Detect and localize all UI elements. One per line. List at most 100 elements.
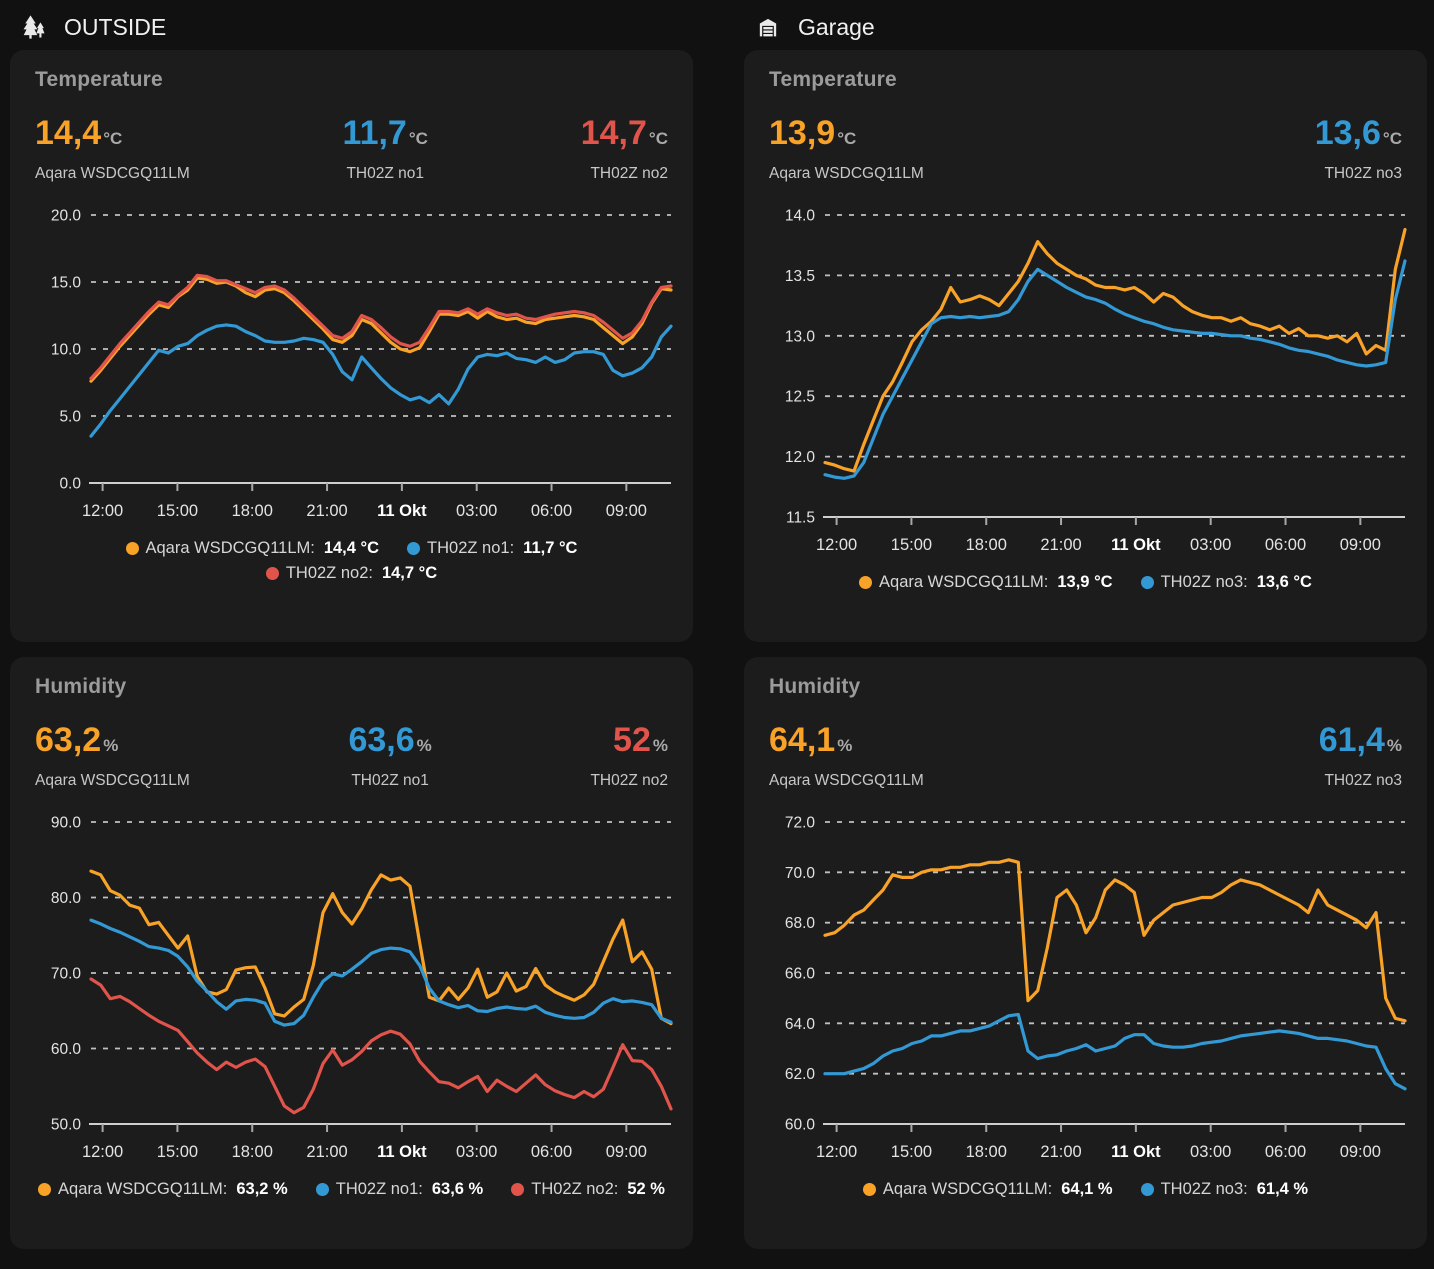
state-unit: %	[652, 736, 668, 755]
legend-marker-dot	[38, 1183, 52, 1196]
legend-item[interactable]: TH02Z no3: 61,4 %	[1140, 1180, 1309, 1199]
legend-label: TH02Z no2:	[531, 1180, 619, 1198]
temperature-card: Temperature 13,9 °C Aqara WSDCGQ11LM 13,6 °C T…	[744, 50, 1427, 642]
card-title: Humidity	[35, 675, 127, 698]
sensor-state: 14,4 °C Aqara WSDCGQ11LM	[35, 116, 190, 183]
svg-text:18:00: 18:00	[232, 1143, 273, 1161]
state-sensor-name: Aqara WSDCGQ11LM	[35, 165, 190, 182]
svg-text:03:00: 03:00	[456, 502, 497, 520]
section-title: Garage	[798, 13, 875, 40]
legend-item[interactable]: TH02Z no2: 14,7 °C	[265, 564, 438, 583]
svg-text:18:00: 18:00	[232, 502, 273, 520]
humidity-card: Humidity 64,1% Aqara WSDCGQ11LM 61,4% TH02Z …	[744, 657, 1427, 1249]
sensor-state: 63,2% Aqara WSDCGQ11LM	[35, 723, 190, 790]
legend-value: 63,6 %	[431, 1180, 484, 1198]
svg-text:12:00: 12:00	[816, 536, 857, 554]
legend-label: Aqara WSDCGQ11LM:	[882, 1180, 1053, 1198]
sensor-state: 64,1% Aqara WSDCGQ11LM	[769, 723, 924, 790]
svg-text:12:00: 12:00	[82, 1143, 123, 1161]
card-title: Humidity	[769, 675, 861, 698]
state-value: 52	[613, 721, 651, 759]
state-unit: °C	[408, 129, 428, 148]
legend-label: TH02Z no3:	[1160, 573, 1248, 591]
state-value: 11,7	[342, 114, 407, 152]
svg-text:21:00: 21:00	[1040, 1143, 1081, 1161]
svg-text:06:00: 06:00	[1265, 536, 1306, 554]
legend-label: Aqara WSDCGQ11LM:	[58, 1180, 228, 1198]
svg-text:50.0: 50.0	[51, 1117, 82, 1134]
svg-text:03:00: 03:00	[1190, 536, 1231, 554]
svg-text:60.0: 60.0	[51, 1041, 82, 1058]
legend-marker-dot	[265, 567, 279, 580]
legend-label: TH02Z no3:	[1160, 1180, 1248, 1198]
chart-area: 20.0 15.0 10.0 5.0 0.0 12:00 15:00 18:00 21:00 11…	[26, 205, 677, 535]
svg-text:14.0: 14.0	[785, 208, 816, 225]
state-value: 63,6	[348, 721, 415, 759]
card-title: Temperature	[35, 68, 163, 91]
legend-item[interactable]: TH02Z no1: 63,6 %	[315, 1180, 484, 1199]
legend-value: 63,2 %	[236, 1180, 288, 1198]
state-sensor-name: Aqara WSDCGQ11LM	[769, 772, 924, 789]
card-title: Temperature	[769, 68, 897, 91]
svg-text:68.0: 68.0	[785, 915, 816, 932]
legend-item[interactable]: Aqara WSDCGQ11LM: 13,9 °C	[859, 573, 1113, 592]
legend-value: 11,7 °C	[523, 539, 578, 557]
state-value-row: 52%	[590, 723, 668, 757]
svg-text:15.0: 15.0	[51, 275, 82, 292]
legend-item[interactable]: Aqara WSDCGQ11LM: 64,1 %	[862, 1180, 1113, 1199]
state-sensor-name: TH02Z no1	[346, 165, 425, 182]
svg-text:15:00: 15:00	[891, 536, 932, 554]
chart-legend: Aqara WSDCGQ11LM: 64,1 % TH02Z no3: 61,4 %	[760, 1180, 1411, 1199]
svg-text:06:00: 06:00	[531, 1143, 572, 1161]
state-sensor-name: Aqara WSDCGQ11LM	[769, 165, 924, 182]
legend-value: 64,1 %	[1061, 1180, 1113, 1198]
svg-text:21:00: 21:00	[1040, 536, 1081, 554]
chart-legend: Aqara WSDCGQ11LM: 13,9 °C TH02Z no3: 13,6 °…	[760, 573, 1411, 592]
legend-item[interactable]: TH02Z no1: 11,7 °C	[407, 539, 577, 558]
svg-text:11 Okt: 11 Okt	[377, 502, 427, 520]
temperature-chart: 20.0 15.0 10.0 5.0 0.012:00 15:00 18:00 21:00 11…	[51, 208, 673, 520]
sensor-state: 14,7 °C TH02Z no2	[581, 116, 668, 183]
legend-value: 52 %	[627, 1180, 665, 1198]
humidity-chart: 72.0 70.0 68.0 66.0 64.0 62.0 60.012:00 15:00 18…	[785, 815, 1407, 1161]
svg-text:09:00: 09:00	[606, 502, 647, 520]
state-sensor-name: Aqara WSDCGQ11LM	[35, 772, 190, 789]
legend-label: TH02Z no2:	[285, 564, 373, 582]
svg-text:06:00: 06:00	[1265, 1143, 1306, 1161]
svg-text:15:00: 15:00	[157, 1143, 198, 1161]
legend-item[interactable]: TH02Z no2: 52 %	[511, 1180, 665, 1199]
state-sensor-name: TH02Z no2	[590, 165, 668, 182]
state-values-row: 14,4 °C Aqara WSDCGQ11LM 11,7 °C TH02Z no1 14,…	[26, 116, 677, 183]
svg-text:03:00: 03:00	[1190, 1143, 1231, 1161]
state-sensor-name: TH02Z no3	[1324, 165, 1402, 182]
svg-text:0.0: 0.0	[59, 476, 81, 493]
legend-item[interactable]: TH02Z no3: 13,6 °C	[1140, 573, 1312, 592]
svg-text:90.0: 90.0	[51, 815, 82, 832]
legend-item[interactable]: Aqara WSDCGQ11LM: 63,2 %	[38, 1180, 288, 1199]
state-value: 13,9	[769, 114, 836, 152]
sensor-state: 63,6% TH02Z no1	[348, 723, 431, 790]
state-value-row: 13,9 °C	[769, 116, 924, 150]
garage-icon	[754, 13, 782, 41]
state-value: 61,4	[1318, 721, 1385, 759]
svg-text:12.5: 12.5	[785, 389, 815, 406]
state-value-row: 63,6%	[348, 723, 431, 757]
legend-marker-dot	[859, 576, 873, 589]
legend-marker-dot	[862, 1183, 876, 1196]
legend-item[interactable]: Aqara WSDCGQ11LM: 14,4 °C	[125, 539, 379, 558]
legend-value: 61,4 %	[1256, 1180, 1309, 1198]
legend-value: 13,9 °C	[1057, 573, 1113, 591]
chart-area: 90.0 80.0 70.0 60.0 50.0 12:00 15:00 18:00 21:00…	[26, 812, 677, 1176]
section-outside: OUTSIDE Temperature 14,4 °C Aqara WSDCGQ11LM…	[10, 4, 693, 1264]
legend-marker-dot	[407, 542, 421, 555]
svg-text:09:00: 09:00	[1340, 536, 1381, 554]
svg-text:10.0: 10.0	[51, 342, 82, 359]
svg-text:60.0: 60.0	[785, 1117, 816, 1134]
svg-text:12:00: 12:00	[816, 1143, 857, 1161]
state-value-row: 14,7 °C	[581, 116, 668, 150]
section-title: OUTSIDE	[64, 13, 167, 40]
legend-value: 14,7 °C	[381, 564, 438, 582]
humidity-card: Humidity 63,2% Aqara WSDCGQ11LM 63,6% TH02Z …	[10, 657, 693, 1249]
svg-text:18:00: 18:00	[966, 536, 1007, 554]
section-header: Garage	[744, 4, 1427, 50]
